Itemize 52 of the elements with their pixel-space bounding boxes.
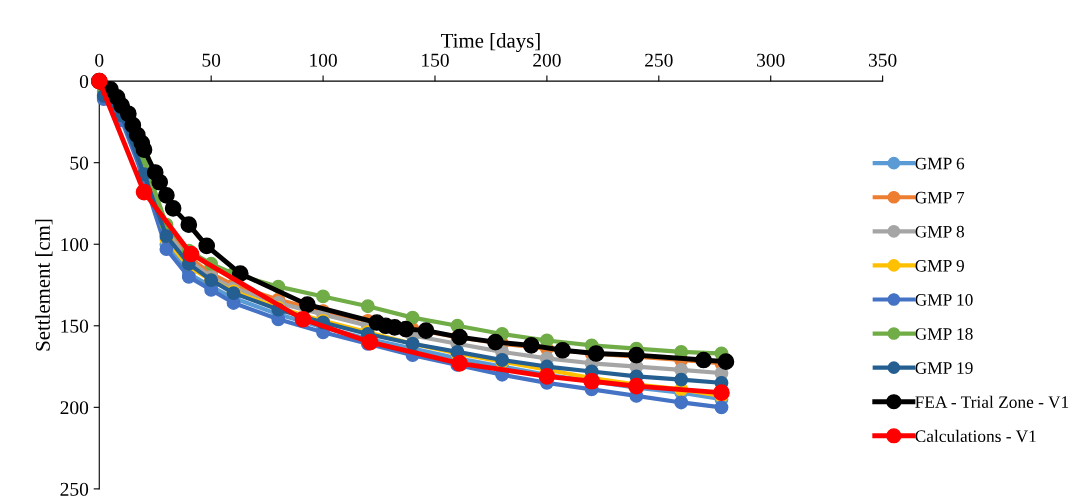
legend-label: GMP 19 xyxy=(915,362,973,374)
point xyxy=(158,186,175,204)
point xyxy=(522,337,540,354)
point xyxy=(360,299,375,314)
point xyxy=(198,237,216,255)
y-tick-label: 200 xyxy=(60,401,89,415)
y-tick-label: 100 xyxy=(61,238,89,252)
legend-label: GMP 18 xyxy=(915,328,973,340)
point xyxy=(674,372,689,387)
x-tick-label: 150 xyxy=(422,53,449,67)
point xyxy=(316,289,331,304)
point xyxy=(135,183,153,201)
point xyxy=(164,200,182,217)
y-tick-label: 0 xyxy=(79,74,89,89)
point xyxy=(554,341,571,359)
legend-label: Calculations - V1 xyxy=(915,429,1036,443)
point xyxy=(151,173,169,191)
point xyxy=(674,395,689,410)
point xyxy=(713,384,730,401)
y-axis-title: Settlement [cm] xyxy=(35,219,53,351)
point xyxy=(417,322,435,340)
x-axis-title: Time [days] xyxy=(441,33,540,53)
x-tick-label: 100 xyxy=(310,53,337,67)
legend-label: GMP 9 xyxy=(915,259,964,272)
legend-label: FEA - Trial Zone - V1 xyxy=(915,395,1069,409)
x-tick-label: 300 xyxy=(757,53,785,67)
point xyxy=(294,310,312,328)
y-tick-label: 150 xyxy=(61,319,89,333)
x-tick-label: 0 xyxy=(95,53,104,67)
point xyxy=(487,333,504,351)
point xyxy=(397,320,415,338)
x-tick-label: 350 xyxy=(868,53,897,67)
point xyxy=(405,310,420,325)
y-tick-label: 50 xyxy=(70,156,89,170)
point xyxy=(587,345,605,362)
point xyxy=(695,351,712,369)
point xyxy=(361,333,379,351)
legend-label: GMP 6 xyxy=(915,157,965,170)
point xyxy=(180,216,198,234)
point xyxy=(451,354,468,372)
point xyxy=(299,296,316,313)
x-tick-label: 250 xyxy=(645,53,673,67)
legend-label: GMP 7 xyxy=(915,191,965,204)
point xyxy=(714,400,729,415)
point xyxy=(182,245,200,263)
x-tick-label: 50 xyxy=(202,53,221,67)
legend-label: GMP 8 xyxy=(915,225,965,238)
x-tick-label: 200 xyxy=(533,53,561,67)
point xyxy=(717,353,735,371)
y-tick-label: 250 xyxy=(60,482,89,496)
legend-label: GMP 10 xyxy=(915,294,973,306)
point xyxy=(159,242,174,257)
